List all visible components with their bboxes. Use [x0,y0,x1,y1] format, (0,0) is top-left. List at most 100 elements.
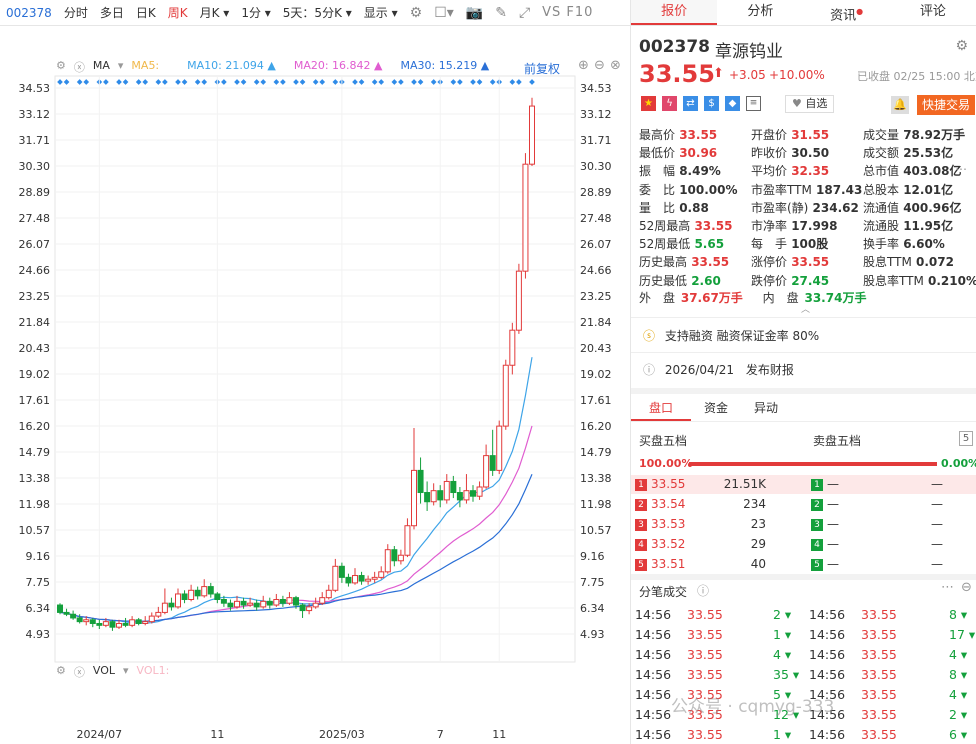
zoom-in-icon[interactable]: ⊕ [578,58,589,73]
zoom-out-icon[interactable]: ⊖ [594,58,605,73]
quote-field-value: 6.60% [899,237,945,252]
candle-body [529,105,535,165]
doc-icon[interactable]: ≡ [746,96,761,111]
tab-analysis[interactable]: 分析 [747,4,774,19]
trade-time: 14:56 [809,727,846,742]
candle-body [352,575,358,584]
checkbox-icon[interactable]: ☐▾ [434,4,454,21]
marker-diamond [162,79,168,85]
y-tick-right: 14.79 [580,446,612,459]
gear-icon[interactable]: ⚙ [56,59,66,72]
tab-comment[interactable]: 评论 [919,4,946,19]
quote-field-label: 历史最低 [639,273,688,288]
candle-body [319,597,326,604]
stock-code-tab[interactable]: 002378 [6,5,52,20]
trade-price: 33.55 [861,647,897,662]
trade-price: 33.55 [687,727,723,742]
close-icon[interactable]: ⓧ [73,61,85,74]
quote-field-value: 187.43 [811,182,863,197]
collapse-chevron-icon[interactable]: ︿ [801,305,811,315]
vol-gear-icon[interactable]: ⚙ [56,664,66,677]
add-watchlist-button[interactable]: ♥ 自选 [785,95,835,113]
quote-field-value: 12.01亿 [899,182,954,197]
y-tick-left: 10.57 [19,524,51,537]
period-multi-day[interactable]: 多日 [99,6,124,20]
tag-icon[interactable]: ◆ [725,96,740,111]
candle-body [476,486,483,497]
vol-label[interactable]: VOL [92,664,115,677]
sell-level-badge: 4 [811,539,823,551]
trade-time: 14:56 [809,647,846,662]
y-tick-left: 9.16 [26,550,51,563]
y-tick-left: 26.07 [19,238,51,251]
tab-news[interactable]: 资讯● [830,7,864,24]
settings-icon[interactable]: ⚙ [409,4,423,21]
chart-close-icon[interactable]: ⊗ [610,58,621,73]
period-week-k[interactable]: 周K [167,6,188,20]
period-minute[interactable]: 分时 [63,6,88,20]
kline-chart-panel[interactable]: ⚙ ⓧ MA ▾ MA5: MA10: 21.094 ▲ MA20: 16.842… [0,26,630,744]
fullscreen-icon[interactable]: ⤢ [518,4,531,21]
quote-field-label: 换手率 [863,237,900,252]
y-tick-left: 13.38 [19,472,51,485]
marker-diamond [299,79,306,85]
candle-body [358,575,365,582]
marker-diamond [260,79,267,85]
more-icon[interactable]: ⋯ [941,580,954,595]
candle-body [489,455,496,471]
y-tick-left: 6.34 [26,602,51,615]
period-day-k[interactable]: 日K [135,6,156,20]
vol-close-icon[interactable]: ⓧ [73,666,85,679]
candle-body [325,589,332,599]
filter-icon[interactable]: ⊖ [961,580,972,595]
connect-icon[interactable]: ⇄ [683,96,698,111]
tab-quote[interactable]: 报价 [631,0,718,25]
settings-gear-icon[interactable]: ⚙ [955,38,968,54]
y-tick-right: 31.71 [580,134,612,147]
badge-row: ★ ϟ ⇄ $ ◆ ≡ [641,96,761,111]
quote-field: 涨停价 33.55 [751,253,829,270]
trade-volume: 4 ▾ [773,647,792,662]
tab-capital[interactable]: 资金 [703,401,728,415]
candle-body [463,490,470,501]
trade-volume: 4 ▾ [949,647,968,662]
display-menu[interactable]: 显示 ▾ [363,6,398,20]
margin-icon[interactable]: $ [704,96,719,111]
candle-body [188,589,195,601]
lightning-icon[interactable]: ϟ [662,96,677,111]
candle-body [234,600,240,608]
period-5day[interactable]: 5天：5分K ▾ [282,6,352,20]
y-tick-right: 19.02 [580,368,612,381]
ma10-label: MA10: 21.094 ▲ [187,59,276,72]
tab-orderbook[interactable]: 盘口 [631,396,691,421]
period-1min[interactable]: 1分 ▾ [241,6,271,20]
candle-body [260,600,267,608]
quote-field-label: 成交量 [863,128,900,142]
y-tick-left: 20.43 [19,342,51,355]
adjust-button[interactable]: 前复权 [524,62,561,76]
quote-field: 股息率TTM 0.210% [863,272,976,289]
quick-trade-button[interactable]: 快捷交易 [917,95,976,115]
candle-body [240,600,247,606]
y-tick-right: 24.66 [580,264,612,277]
ma-label[interactable]: MA [92,59,110,72]
candle-body [345,576,352,584]
quote-field-label: 委 比 [639,182,676,197]
vs-f10-button[interactable]: VS F10 [542,5,594,20]
five-level-toggle[interactable]: 5 [959,431,973,446]
draw-pen-icon[interactable]: ✎ [495,4,507,21]
info-icon[interactable]: ⓘ [697,584,710,598]
period-month-k[interactable]: 月K ▾ [199,6,230,20]
buy-price: 33.54 [651,497,686,511]
candle-body [214,593,221,601]
quote-field-value: 5.65 [690,237,725,252]
tab-movement[interactable]: 异动 [753,401,778,415]
x-tick: 11 [210,728,224,741]
camera-icon[interactable]: 📷 [465,4,484,21]
marker-diamond [234,79,240,85]
trade-price: 33.55 [861,667,897,682]
y-tick-left: 34.53 [19,82,51,95]
trade-time: 14:56 [809,687,846,702]
alert-bell-icon[interactable]: 🔔 [891,96,909,114]
more-fields-icon[interactable]: ⋯ [955,162,967,176]
